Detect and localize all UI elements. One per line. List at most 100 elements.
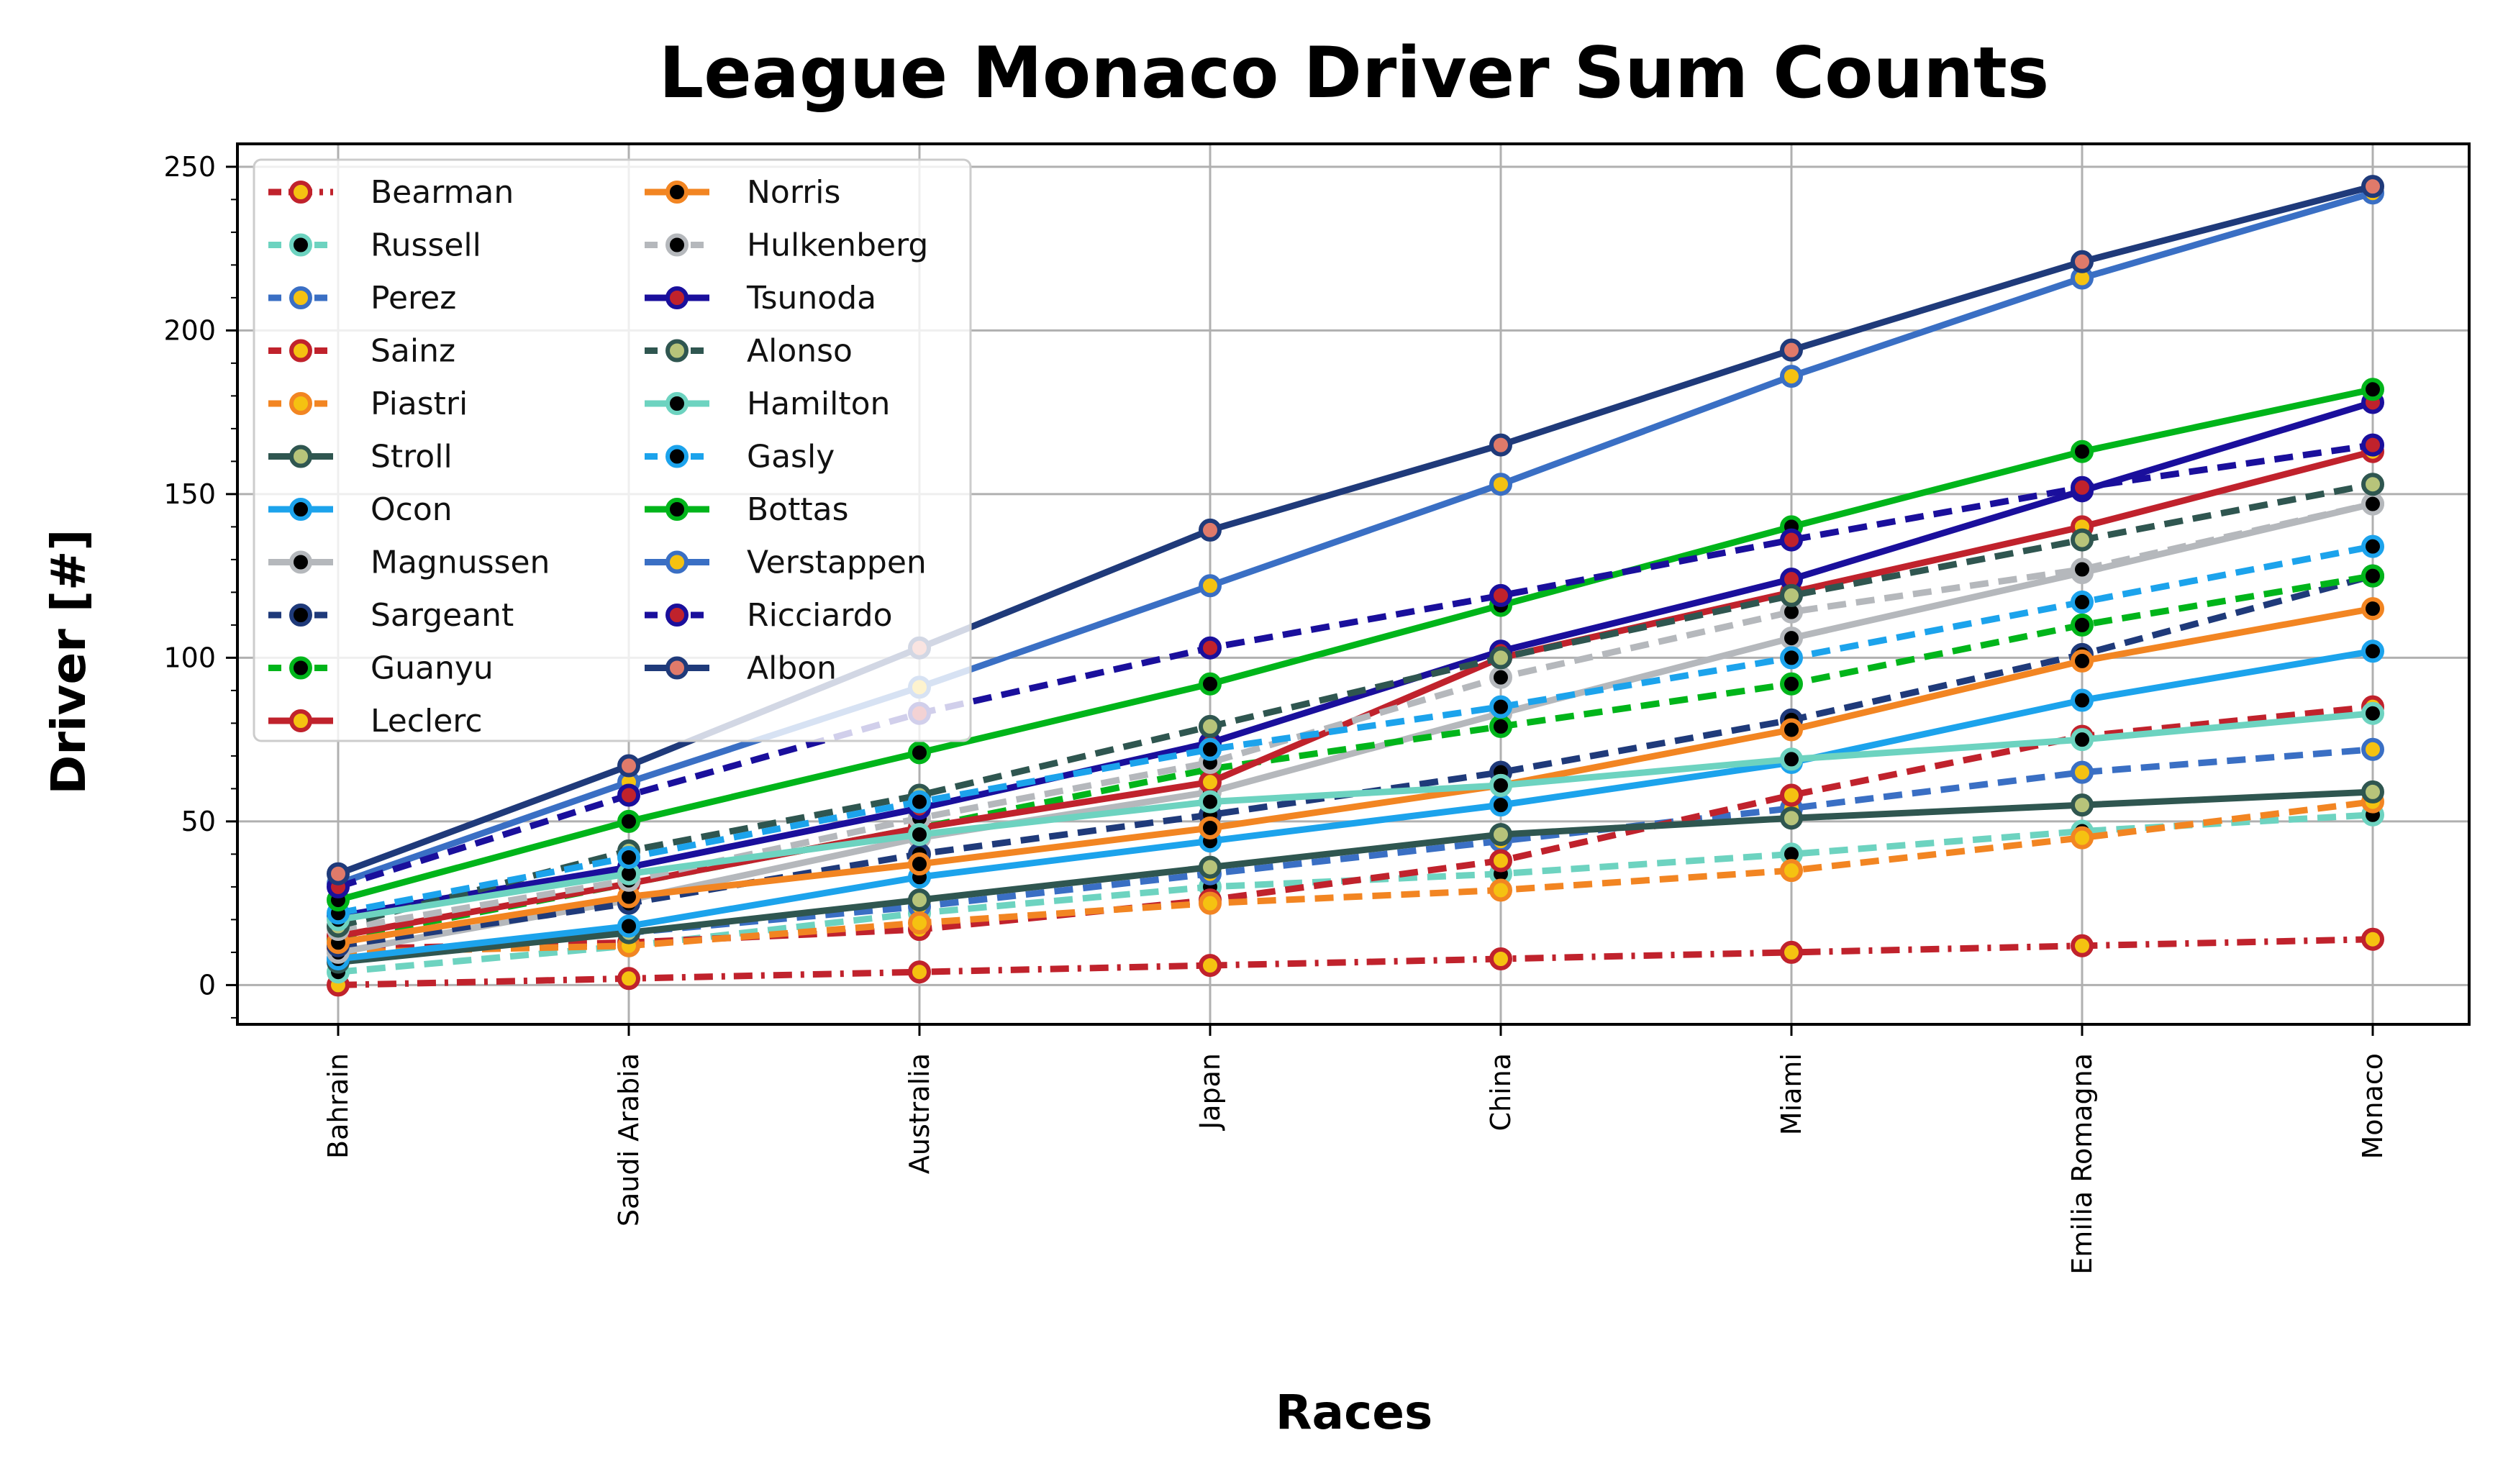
- legend-item: Hulkenberg: [645, 227, 928, 264]
- x-tick-label: Saudi Arabia: [613, 1053, 645, 1226]
- data-point: [2071, 934, 2094, 957]
- legend-swatch-marker: [289, 656, 312, 680]
- data-point: [908, 741, 931, 765]
- data-point: [1780, 806, 1803, 830]
- data-point: [2071, 250, 2094, 273]
- legend: Bearman Russell Perez Sainz Piastri Stroll Oco…: [253, 158, 972, 742]
- legend-swatch-marker: [289, 445, 312, 468]
- data-point: [2361, 534, 2384, 558]
- legend-label: Alonso: [747, 333, 853, 370]
- legend-item: Ricciardo: [645, 597, 893, 634]
- legend-label: Piastri: [371, 386, 468, 422]
- y-tick-label: 0: [199, 969, 216, 1001]
- series-line: [337, 936, 2373, 988]
- data-point: [1199, 672, 1222, 696]
- data-point: [1489, 773, 1512, 797]
- data-point: [908, 911, 931, 934]
- data-point: [2361, 564, 2384, 588]
- legend-label: Ricciardo: [747, 597, 893, 634]
- data-point: [1199, 574, 1222, 598]
- legend-item: Sargeant: [268, 597, 514, 634]
- legend-item: Albon: [645, 650, 837, 687]
- data-point: [1780, 859, 1803, 883]
- series-line: [337, 481, 2373, 929]
- data-point: [617, 845, 640, 869]
- legend-label: Stroll: [371, 439, 453, 475]
- series-line: [337, 501, 2373, 933]
- data-point: [1489, 849, 1512, 873]
- series-line: [337, 710, 2373, 923]
- legend-label: Ocon: [371, 491, 453, 528]
- y-axis-label: Driver [#]: [41, 529, 96, 795]
- y-tick-label: 250: [163, 151, 216, 183]
- legend-box: [253, 158, 972, 742]
- legend-item: Magnussen: [268, 545, 550, 581]
- data-point: [2361, 639, 2384, 663]
- legend-label: Sainz: [371, 333, 455, 370]
- legend-swatch-marker: [289, 339, 312, 363]
- data-point: [1780, 783, 1803, 807]
- data-point: [1780, 365, 1803, 388]
- data-point: [1489, 473, 1512, 496]
- data-point: [908, 823, 931, 847]
- legend-item: Sainz: [268, 333, 455, 370]
- data-point: [1780, 747, 1803, 771]
- legend-item: Alonso: [645, 333, 853, 370]
- series-line: [337, 399, 2374, 920]
- legend-swatch-marker: [289, 550, 312, 574]
- series-bearman: [327, 927, 2384, 997]
- data-point: [2361, 492, 2384, 516]
- legend-label: Sargeant: [371, 597, 514, 634]
- data-point: [908, 852, 931, 876]
- data-point: [1489, 947, 1512, 970]
- data-point: [1489, 433, 1512, 457]
- data-point: [1780, 583, 1803, 607]
- data-point: [1780, 718, 1803, 742]
- legend-item: Bottas: [645, 491, 849, 528]
- data-point: [1489, 714, 1512, 738]
- data-point: [1780, 672, 1803, 696]
- legend-item: Gasly: [645, 439, 835, 475]
- data-point: [1199, 518, 1222, 542]
- legend-swatch-marker: [289, 709, 312, 732]
- data-point: [2071, 688, 2094, 712]
- legend-swatch-marker: [289, 286, 312, 309]
- series-verstappen: [327, 181, 2384, 896]
- data-point: [1199, 891, 1222, 915]
- legend-label: Verstappen: [747, 545, 927, 581]
- data-point: [2361, 597, 2384, 621]
- chart-title: League Monaco Driver Sum Counts: [659, 32, 2049, 114]
- data-point: [1780, 940, 1803, 964]
- data-point: [908, 960, 931, 984]
- data-point: [1489, 793, 1512, 817]
- legend-swatch-marker: [665, 656, 689, 680]
- legend-swatch-marker: [665, 181, 689, 204]
- data-point: [908, 888, 931, 912]
- series-norris: [327, 597, 2384, 955]
- data-point: [1780, 528, 1803, 552]
- legend-label: Leclerc: [371, 703, 483, 739]
- legend-swatch-marker: [665, 392, 689, 415]
- x-tick-label: Australia: [904, 1053, 935, 1174]
- data-point: [2071, 728, 2094, 752]
- data-point: [1199, 790, 1222, 814]
- series-line: [337, 647, 2373, 962]
- legend-label: Russell: [371, 227, 481, 264]
- legend-item: Ocon: [268, 491, 453, 528]
- legend-label: Hamilton: [747, 386, 890, 422]
- data-point: [2361, 378, 2384, 401]
- series-line: [337, 605, 2373, 946]
- legend-swatch-marker: [665, 604, 689, 627]
- legend-label: Hulkenberg: [747, 227, 928, 264]
- series-hamilton: [327, 701, 2384, 932]
- legend-swatch-marker: [665, 550, 689, 574]
- data-point: [2071, 649, 2094, 673]
- data-point: [1199, 737, 1222, 761]
- series-line: [337, 788, 2373, 966]
- legend-label: Bottas: [747, 491, 849, 528]
- data-point: [617, 783, 640, 807]
- legend-item: Bearman: [268, 174, 514, 211]
- data-point: [2071, 826, 2094, 850]
- x-tick-label: Japan: [1194, 1053, 1226, 1131]
